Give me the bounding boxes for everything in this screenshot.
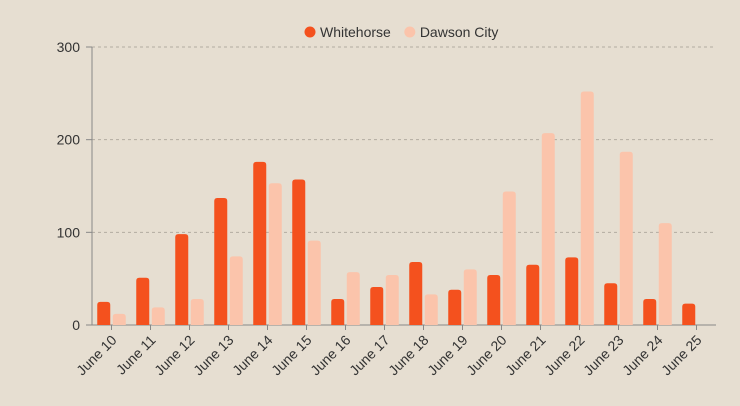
bar-dawson-city-june-14 xyxy=(268,183,282,325)
bar-whitehorse-june-14 xyxy=(253,161,267,325)
bar-dawson-city-june-17 xyxy=(385,274,399,325)
legend-label: Whitehorse xyxy=(320,24,391,40)
y-tick-label: 200 xyxy=(57,132,81,148)
bar-whitehorse-june-19 xyxy=(448,289,462,325)
bar-dawson-city-june-24 xyxy=(658,223,672,325)
x-tick-label: June 18 xyxy=(385,332,432,379)
legend-label: Dawson City xyxy=(420,24,499,40)
x-tick-label: June 19 xyxy=(424,332,471,379)
legend-item-dawson-city[interactable]: Dawson City xyxy=(404,24,498,40)
legend-swatch xyxy=(404,26,416,38)
bar-dawson-city-june-12 xyxy=(190,299,204,325)
x-tick-label: June 22 xyxy=(541,332,588,379)
grid-lines xyxy=(92,46,716,233)
x-tick-label: June 23 xyxy=(580,332,627,379)
bar-whitehorse-june-13 xyxy=(214,198,228,325)
bar-whitehorse-june-23 xyxy=(604,283,618,325)
bar-dawson-city-june-16 xyxy=(346,272,360,325)
x-tick-label: June 25 xyxy=(658,332,705,379)
bar-dawson-city-june-11 xyxy=(151,307,165,325)
x-tick-label: June 13 xyxy=(190,332,237,379)
bar-whitehorse-june-10 xyxy=(97,301,111,325)
bar-dawson-city-june-21 xyxy=(541,133,555,325)
bar-whitehorse-june-11 xyxy=(136,277,150,325)
x-tick-label: June 14 xyxy=(229,332,276,379)
bar-whitehorse-june-25 xyxy=(682,303,696,325)
bar-dawson-city-june-19 xyxy=(463,269,477,325)
x-tick-label: June 24 xyxy=(619,332,666,379)
bar-whitehorse-june-18 xyxy=(409,261,423,325)
bar-dawson-city-june-22 xyxy=(580,91,594,325)
bar-whitehorse-june-21 xyxy=(526,264,540,325)
bar-dawson-city-june-18 xyxy=(424,294,438,325)
legend-swatch xyxy=(304,26,316,38)
bar-whitehorse-june-16 xyxy=(331,299,345,325)
bar-dawson-city-june-23 xyxy=(619,151,633,325)
x-tick-label: June 12 xyxy=(151,332,198,379)
x-tick-label: June 20 xyxy=(463,332,510,379)
bar-whitehorse-june-24 xyxy=(643,299,657,325)
x-tick-label: June 11 xyxy=(113,332,159,378)
x-tick-label: June 16 xyxy=(307,332,354,379)
bar-dawson-city-june-10 xyxy=(112,313,126,325)
x-tick-label: June 15 xyxy=(268,332,315,379)
x-tick-label: June 10 xyxy=(73,332,120,379)
y-tick-label: 0 xyxy=(72,317,80,333)
bar-dawson-city-june-15 xyxy=(307,240,321,325)
bar-dawson-city-june-20 xyxy=(502,191,516,325)
bar-whitehorse-june-12 xyxy=(175,234,189,325)
legend: Whitehorse Dawson City xyxy=(304,24,498,40)
x-tick-label: June 21 xyxy=(502,332,549,379)
y-tick-label: 300 xyxy=(57,39,81,55)
bar-whitehorse-june-22 xyxy=(565,257,579,325)
y-tick-label: 100 xyxy=(57,224,81,240)
bar-whitehorse-june-17 xyxy=(370,287,384,325)
legend-item-whitehorse[interactable]: Whitehorse xyxy=(304,24,392,40)
bar-whitehorse-june-20 xyxy=(487,274,501,325)
x-tick-label: June 17 xyxy=(346,332,393,379)
bars xyxy=(97,91,696,325)
bar-dawson-city-june-13 xyxy=(229,256,243,325)
bar-whitehorse-june-15 xyxy=(292,179,306,325)
